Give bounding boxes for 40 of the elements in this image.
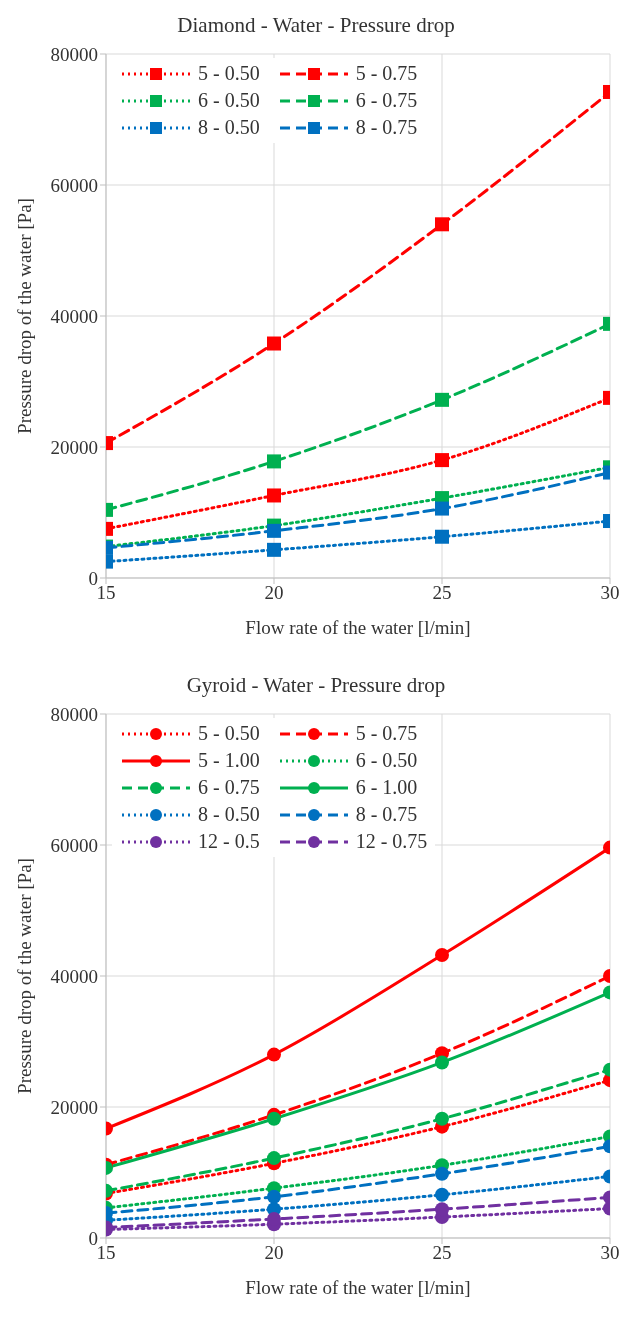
legend-label: 5 - 1.00	[198, 749, 260, 772]
x-tick-label: 20	[264, 582, 284, 604]
y-tick-label: 60000	[50, 174, 98, 196]
legend-label: 8 - 0.50	[198, 116, 260, 139]
x-tick-label: 25	[432, 582, 452, 604]
y-tick-label: 80000	[50, 703, 98, 725]
chart-title: Gyroid - Water - Pressure drop	[185, 672, 447, 699]
x-tick-label: 20	[264, 1242, 284, 1264]
y-tick-label: 0	[88, 567, 98, 589]
legend-label: 5 - 0.75	[355, 62, 418, 85]
legend-label: 6 - 0.75	[198, 776, 260, 799]
y-axis-title: Pressure drop of the water [Pa]	[13, 198, 35, 434]
x-tick-label: 30	[600, 1242, 620, 1264]
y-tick-label: 20000	[50, 1096, 98, 1118]
legend-label: 8 - 0.50	[198, 803, 260, 826]
legend-label: 5 - 0.75	[355, 722, 418, 745]
y-tick-label: 80000	[50, 43, 98, 65]
y-tick-label: 60000	[50, 834, 98, 856]
legend-label: 6 - 0.50	[355, 749, 418, 772]
x-tick-label: 15	[96, 1242, 116, 1264]
y-tick-label: 40000	[50, 305, 98, 327]
y-axis-title: Pressure drop of the water [Pa]	[13, 858, 35, 1094]
legend-label: 8 - 0.75	[355, 803, 418, 826]
y-tick-label: 20000	[50, 436, 98, 458]
legend-label: 8 - 0.75	[355, 116, 418, 139]
x-tick-label: 30	[600, 582, 620, 604]
x-axis-title: Flow rate of the water [l/min]	[245, 1277, 471, 1298]
legend-label: 5 - 0.50	[198, 722, 260, 745]
x-tick-label: 25	[432, 1242, 452, 1264]
chart-title: Diamond - Water - Pressure drop	[176, 12, 456, 39]
legend-label: 12 - 0.75	[355, 830, 428, 853]
x-axis-title: Flow rate of the water [l/min]	[245, 617, 471, 638]
y-tick-label: 0	[88, 1227, 98, 1249]
x-tick-label: 15	[96, 582, 116, 604]
y-tick-label: 40000	[50, 965, 98, 987]
legend-label: 12 - 0.5	[198, 830, 260, 853]
legend-label: 6 - 0.75	[355, 89, 418, 112]
legend-label: 6 - 1.00	[355, 776, 418, 799]
legend-label: 5 - 0.50	[198, 62, 260, 85]
legend-label: 6 - 0.50	[198, 89, 260, 112]
